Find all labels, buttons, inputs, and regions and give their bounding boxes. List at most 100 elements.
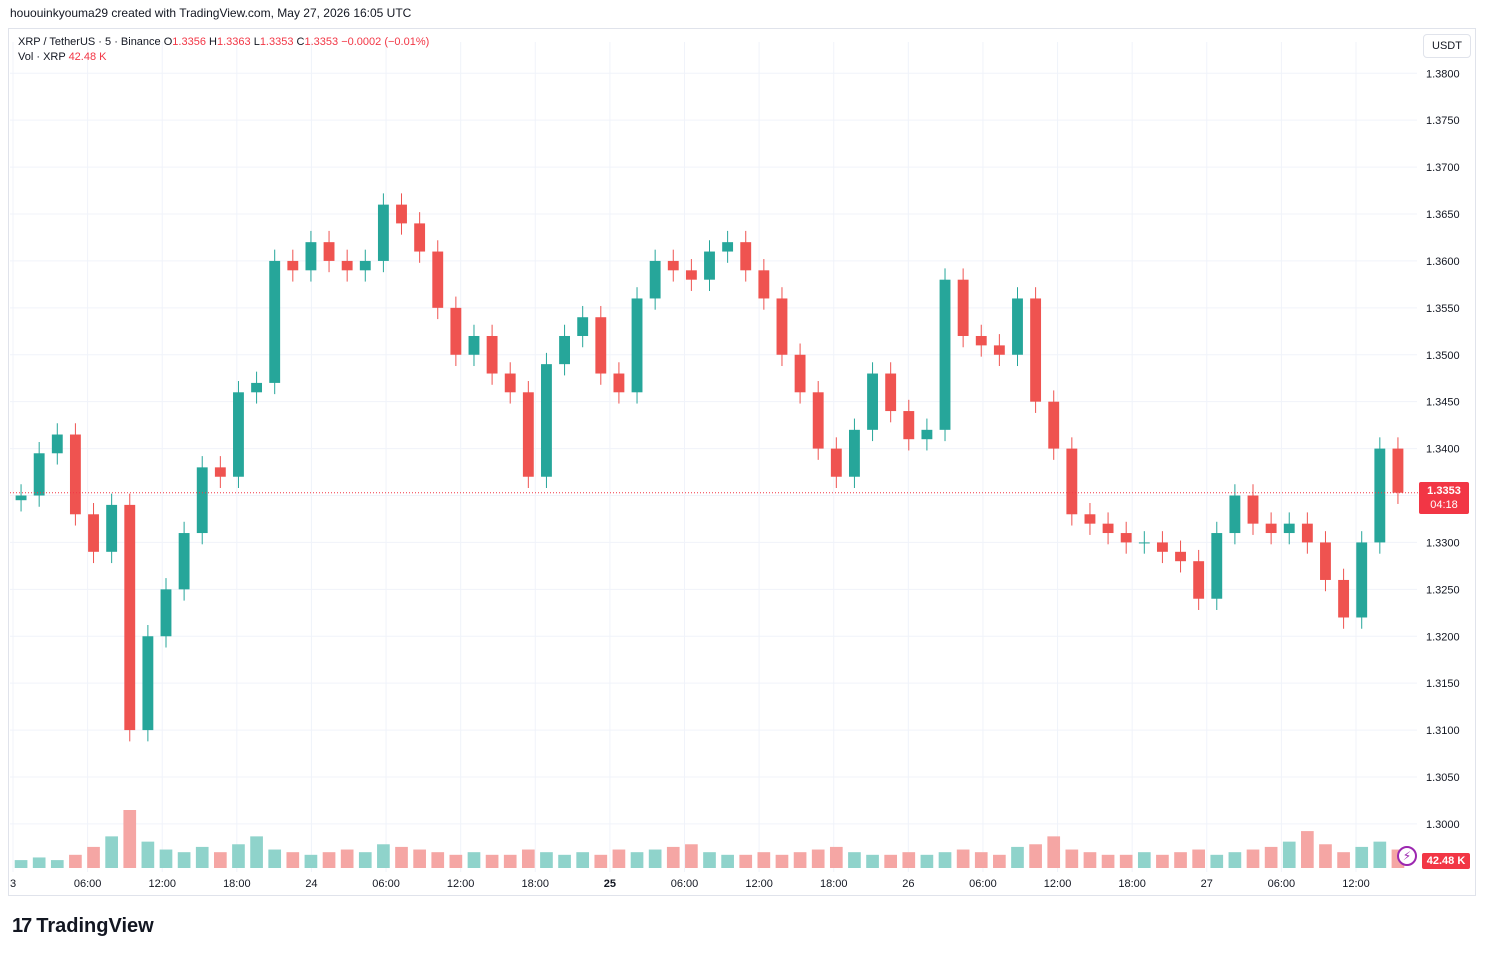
candle-body [685, 270, 697, 280]
candle-body [595, 317, 607, 374]
time-tick-label: 06:00 [74, 878, 102, 890]
candle-body [1084, 514, 1096, 524]
volume-bar [938, 852, 952, 868]
candle-body [1338, 579, 1350, 618]
time-tick-label: 06:00 [671, 878, 699, 890]
currency-button[interactable]: USDT [1423, 34, 1471, 58]
volume-bar [485, 854, 499, 868]
volume-bar [1228, 852, 1242, 868]
volume-bar [250, 836, 263, 868]
time-tick-label: 18:00 [820, 878, 848, 890]
time-tick-label: 24 [305, 878, 317, 890]
volume-bar [232, 844, 245, 868]
price-tick-label: 1.3800 [1426, 68, 1460, 80]
volume-bar [304, 854, 318, 868]
volume-bar [920, 854, 934, 868]
time-tick-label: 06:00 [1268, 878, 1296, 890]
candle-body [885, 373, 897, 412]
candle-body [975, 335, 987, 346]
low-value: 1.3353 [259, 36, 294, 48]
volume-bar [757, 852, 771, 868]
volume-tag: 42.48 K [1422, 853, 1470, 869]
candle-body [33, 453, 45, 496]
volume-bar [50, 860, 64, 868]
candle-body [812, 392, 824, 449]
price-tick-label: 1.3500 [1426, 350, 1460, 362]
volume-bar [141, 841, 155, 868]
volume-bar [268, 849, 282, 868]
price-tick-label: 1.3200 [1426, 631, 1460, 643]
candle-body [631, 298, 643, 393]
candle-body [396, 204, 407, 224]
candle-body [450, 307, 462, 355]
volume-bar [721, 854, 734, 868]
symbol-label[interactable]: XRP / TetherUS · 5 · Binance [18, 36, 161, 48]
candle-body [577, 317, 589, 336]
candle-body [1265, 523, 1277, 534]
candle-body [541, 364, 552, 477]
volume-bar [594, 854, 608, 868]
low-label: L [253, 36, 260, 48]
candle-body [287, 260, 299, 271]
candle-body [522, 392, 534, 477]
volume-bar [1065, 849, 1079, 868]
open-label: O [163, 36, 173, 48]
volume-bar [377, 844, 390, 868]
volume-bar [195, 846, 209, 868]
candle-body [251, 382, 263, 393]
candle-body [1066, 448, 1078, 515]
candle-body [758, 270, 770, 299]
volume-bar [1029, 844, 1042, 868]
candle-body [667, 260, 679, 271]
candle-body [486, 335, 498, 374]
high-value: 1.3363 [216, 36, 251, 48]
volume-bar [648, 849, 662, 868]
time-tick-label: 06:00 [372, 878, 400, 890]
volume-bar [340, 849, 354, 868]
candle-body [993, 345, 1005, 355]
time-tick-label: 12:00 [447, 878, 475, 890]
volume-bar [558, 854, 571, 868]
volume-bar [848, 852, 861, 868]
price-candles [15, 193, 1404, 742]
brand[interactable]: 17 TradingView [12, 915, 154, 938]
volume-bar [1319, 844, 1332, 868]
price-tick-label: 1.3050 [1426, 772, 1460, 784]
volume-bar [1337, 852, 1350, 868]
candle-body [88, 514, 99, 552]
time-tick-label: 25 [604, 878, 616, 890]
volume-bar [884, 854, 898, 868]
candle-body [613, 373, 625, 393]
time-tick-label: 26 [902, 878, 914, 890]
candle-body [1138, 542, 1150, 544]
volume-bar [322, 852, 336, 868]
volume-bar [685, 844, 698, 868]
volume-bar [666, 846, 680, 868]
price-tick-label: 1.3300 [1426, 537, 1460, 549]
candle-body [178, 533, 190, 590]
price-tick-label: 1.3150 [1426, 678, 1460, 690]
candle-body [1048, 401, 1060, 449]
price-tick-label: 1.3400 [1426, 444, 1460, 456]
candle-body [849, 429, 860, 477]
candle-body [106, 504, 118, 552]
candle-body [160, 589, 172, 637]
volume-bar [395, 846, 408, 868]
volume-bar [1192, 849, 1205, 868]
price-tick-label: 1.3250 [1426, 584, 1460, 596]
candle-body [196, 467, 208, 534]
volume-bar [32, 857, 46, 868]
candle-body [1193, 561, 1205, 599]
volume-bar [993, 854, 1006, 868]
volume-bar [413, 849, 426, 868]
candle-body [867, 373, 878, 430]
bolt-icon[interactable]: ⚡ [1397, 846, 1417, 866]
price-axis: 1.3800 1.3750 1.3700 1.3650 1.3600 1.3550 1.35… [1426, 68, 1460, 831]
candle-body [776, 298, 788, 355]
volume-label[interactable]: Vol · XRP [18, 51, 66, 63]
volume-bar [866, 854, 879, 868]
high-label: H [209, 36, 217, 48]
candle-body [359, 260, 371, 271]
volume-bar [1119, 854, 1133, 868]
